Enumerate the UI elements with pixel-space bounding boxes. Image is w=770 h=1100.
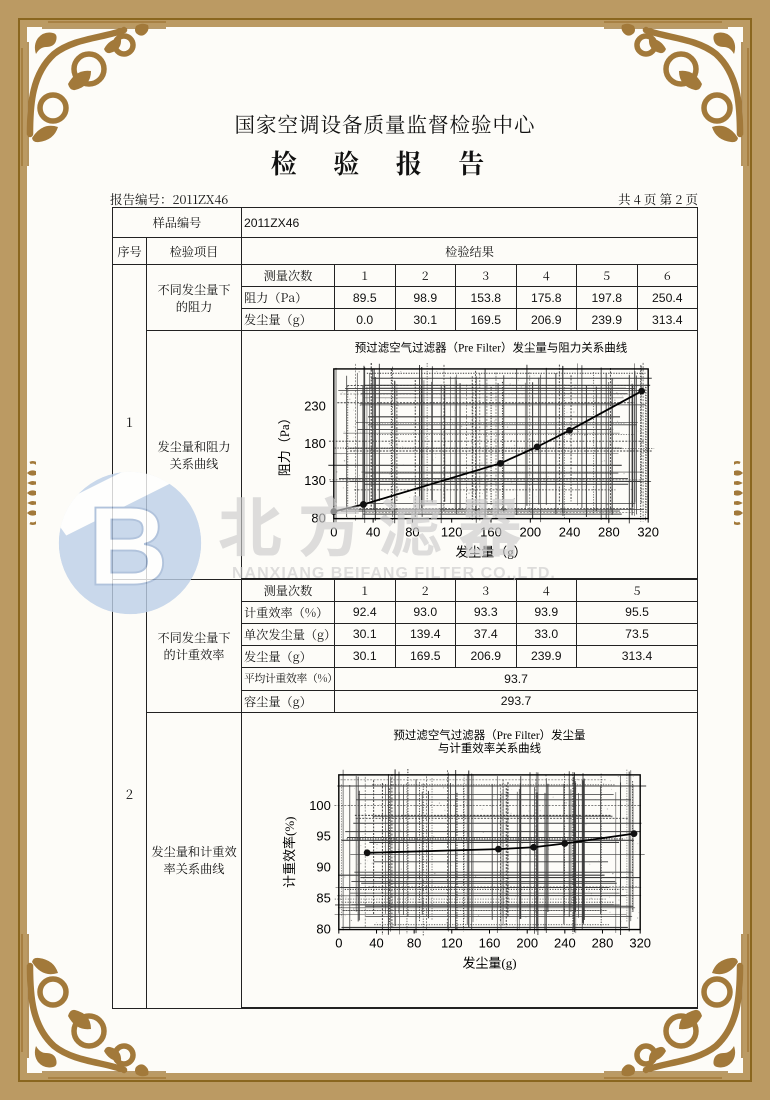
- svg-text:0: 0: [330, 525, 337, 540]
- svg-text:280: 280: [592, 935, 614, 950]
- svg-text:与计重效率关系曲线: 与计重效率关系曲线: [438, 740, 542, 754]
- svg-text:100: 100: [309, 797, 331, 812]
- svg-text:40: 40: [369, 935, 383, 950]
- svg-text:320: 320: [637, 525, 659, 540]
- svg-text:130: 130: [304, 473, 326, 488]
- svg-text:计重效率(%): 计重效率(%): [282, 816, 297, 887]
- svg-text:240: 240: [559, 525, 581, 540]
- svg-text:280: 280: [598, 525, 620, 540]
- svg-text:发尘量(g): 发尘量(g): [462, 955, 516, 970]
- svg-text:230: 230: [304, 398, 326, 413]
- svg-text:阻力（Pa）: 阻力（Pa）: [277, 411, 292, 476]
- svg-text:320: 320: [629, 935, 651, 950]
- svg-text:预过滤空气过滤器（Pre Filter）发尘量: 预过滤空气过滤器（Pre Filter）发尘量: [393, 727, 585, 741]
- svg-text:160: 160: [479, 935, 501, 950]
- svg-text:120: 120: [441, 525, 463, 540]
- svg-text:预过滤空气过滤器（Pre Filter）发尘量与阻力关系曲线: 预过滤空气过滤器（Pre Filter）发尘量与阻力关系曲线: [355, 340, 628, 354]
- svg-text:0: 0: [335, 935, 342, 950]
- svg-text:80: 80: [311, 511, 325, 526]
- svg-text:200: 200: [519, 525, 541, 540]
- svg-text:120: 120: [441, 935, 463, 950]
- svg-text:80: 80: [407, 935, 421, 950]
- svg-text:240: 240: [554, 935, 576, 950]
- svg-text:90: 90: [316, 859, 330, 874]
- svg-text:发尘量（g）: 发尘量（g）: [455, 545, 526, 560]
- svg-text:200: 200: [516, 935, 538, 950]
- svg-text:95: 95: [316, 828, 330, 843]
- svg-text:40: 40: [366, 525, 380, 540]
- svg-text:80: 80: [316, 921, 330, 936]
- svg-text:160: 160: [480, 525, 502, 540]
- svg-text:180: 180: [304, 436, 326, 451]
- svg-text:85: 85: [316, 890, 330, 905]
- svg-text:80: 80: [405, 525, 419, 540]
